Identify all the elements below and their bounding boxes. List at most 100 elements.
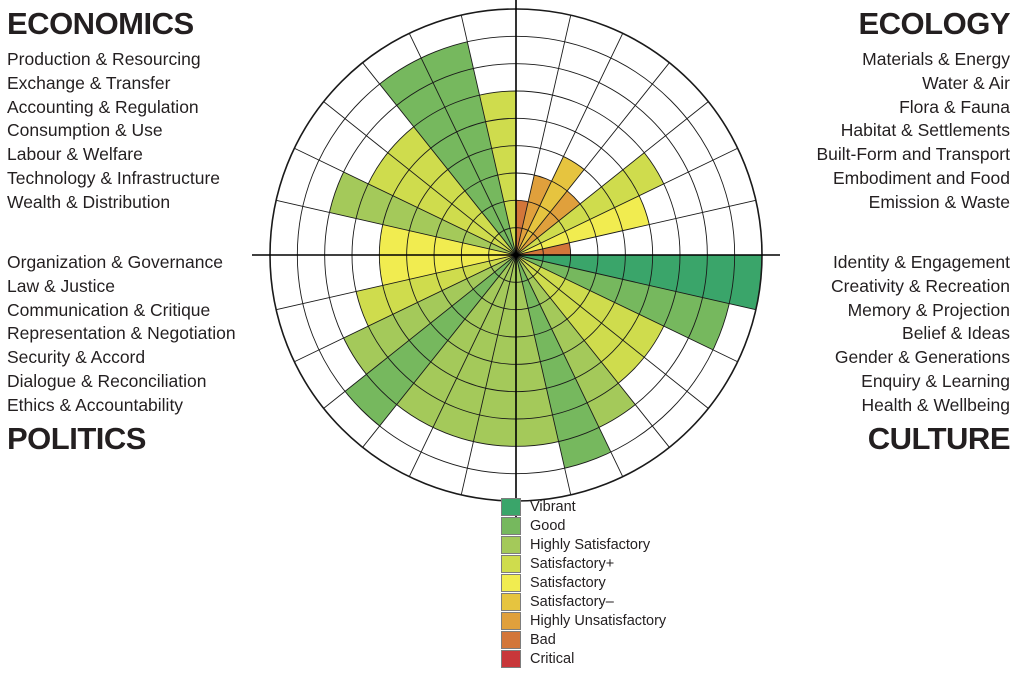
legend-swatch: [501, 554, 521, 573]
grid-spoke: [460, 254, 517, 495]
legend-swatch: [501, 535, 521, 554]
legend-item-satisfactory-minus: Satisfactory–: [501, 592, 666, 611]
legend-item-highly-satisfactory: Highly Satisfactory: [501, 535, 666, 554]
subdomain-label: Production & Resourcing: [7, 49, 201, 69]
grid-spoke: [515, 254, 572, 495]
grid-spoke: [294, 254, 517, 363]
subdomain-label: Technology & Infrastructure: [7, 167, 221, 188]
wedge-gender-generations: [516, 255, 636, 428]
legend-item-bad: Bad: [501, 630, 666, 649]
grid-spoke: [515, 101, 709, 256]
subdomain-label: Labour & Welfare: [7, 144, 143, 165]
wedge-communication-critique: [396, 255, 516, 428]
grid-spoke: [362, 254, 517, 448]
wedge-water-air: [516, 175, 552, 255]
economics-subdomain-list: Production & Resourcing Exchange & Trans…: [7, 48, 220, 215]
subdomain-label: Enquiry & Learning: [861, 370, 1010, 391]
legend-item-satisfactory: Satisfactory: [501, 573, 666, 592]
legend-swatch: [501, 630, 521, 649]
legend-label: Satisfactory: [530, 574, 606, 591]
subdomain-label: Habitat & Settlements: [840, 120, 1010, 141]
subdomain-label: Flora & Fauna: [899, 96, 1010, 117]
subdomain-label: Law & Justice: [7, 275, 115, 296]
grid-spoke: [515, 15, 572, 256]
legend-item-good: Good: [501, 516, 666, 535]
wedge-labour-welfare: [368, 152, 516, 255]
wedge-creativity-recreation: [516, 255, 730, 350]
culture-title: CULTURE: [867, 421, 1011, 456]
legend-label: Satisfactory+: [530, 555, 615, 572]
politics-title: POLITICS: [7, 421, 146, 456]
subdomain-label: Creativity & Recreation: [831, 275, 1010, 296]
subdomain-label: Emission & Waste: [868, 191, 1010, 212]
subdomain-label: Materials & Energy: [862, 49, 1010, 69]
subdomain-label: Health & Wellbeing: [861, 394, 1010, 415]
legend-item-satisfactory-plus: Satisfactory+: [501, 554, 666, 573]
subdomain-label: Dialogue & Reconciliation: [7, 370, 207, 391]
wedge-habitat-settlements: [516, 190, 581, 255]
subdomain-label: Embodiment and Food: [832, 167, 1010, 188]
subdomain-label: Organization & Governance: [7, 252, 223, 272]
subdomain-label: Identity & Engagement: [832, 252, 1010, 272]
wedge-dialogue-reconciliation: [356, 255, 516, 327]
legend-swatch: [501, 497, 521, 516]
wedge-representation-negotiation: [345, 255, 516, 426]
economics-title: ECONOMICS: [7, 6, 194, 41]
legend-item-vibrant: Vibrant: [501, 497, 666, 516]
legend-label: Highly Satisfactory: [530, 536, 651, 553]
grid-layer: [252, 0, 780, 519]
subdomain-label: Accounting & Regulation: [7, 96, 199, 117]
grid-spoke: [323, 254, 517, 409]
legend-item-critical: Critical: [501, 649, 666, 668]
wedge-accounting-regulation: [379, 57, 516, 255]
ecology-subdomain-list: Materials & Energy Water & Air Flora & F…: [816, 48, 1010, 215]
legend-label: Highly Unsatisfactory: [530, 612, 667, 629]
subdomain-label: Exchange & Transfer: [7, 72, 171, 93]
grid-spoke: [515, 254, 738, 363]
grid-spoke: [362, 62, 517, 256]
politics-subdomain-list: Organization & Governance Law & Justice …: [7, 251, 236, 418]
wedge-consumption-use: [387, 126, 516, 255]
grid-spoke: [408, 254, 517, 477]
culture-subdomain-list: Identity & Engagement Creativity & Recre…: [831, 251, 1010, 418]
legend-swatch: [501, 592, 521, 611]
grid-spoke: [276, 199, 517, 256]
subdomain-label: Consumption & Use: [7, 120, 163, 141]
wedge-exchange-transfer: [421, 41, 516, 255]
grid-spoke: [276, 254, 517, 311]
ecology-title: ECOLOGY: [858, 6, 1010, 41]
legend: Vibrant Good Highly Satisfactory Satisfa…: [501, 497, 666, 668]
grid-spoke: [460, 15, 517, 256]
subdomain-label: Memory & Projection: [847, 299, 1010, 320]
grid-spoke: [323, 101, 517, 256]
grid-spoke: [515, 254, 670, 448]
wedge-belief-ideas: [516, 255, 645, 384]
grid-spoke: [515, 254, 756, 311]
wedge-technology-infrastructure: [329, 171, 516, 255]
subdomain-label: Built-Form and Transport: [816, 144, 1010, 165]
legend-label: Good: [530, 517, 566, 534]
grid-spoke: [515, 254, 709, 409]
legend-item-highly-unsatisfactory: Highly Unsatisfactory: [501, 611, 666, 630]
center-hub: [513, 252, 519, 258]
wedge-memory-projection: [516, 255, 664, 358]
grid-spoke: [515, 62, 670, 256]
grid-spoke: [515, 254, 624, 477]
subdomain-label: Representation & Negotiation: [7, 323, 236, 344]
wedge-enquiry-learning: [516, 255, 611, 469]
grid-spoke: [515, 199, 756, 256]
subdomain-label: Ethics & Accountability: [7, 394, 184, 415]
subdomain-label: Security & Accord: [7, 347, 146, 368]
legend-label: Satisfactory–: [530, 593, 614, 610]
legend-label: Bad: [530, 631, 556, 648]
wedge-flora-fauna: [516, 156, 585, 255]
legend-swatch: [501, 573, 521, 592]
legend-swatch: [501, 611, 521, 630]
grid-spoke: [515, 147, 738, 256]
grid-spoke: [294, 147, 517, 256]
legend-label: Vibrant: [530, 498, 576, 515]
legend-label: Critical: [530, 650, 575, 667]
grid-spoke: [408, 33, 517, 256]
subdomain-label: Wealth & Distribution: [7, 191, 171, 212]
